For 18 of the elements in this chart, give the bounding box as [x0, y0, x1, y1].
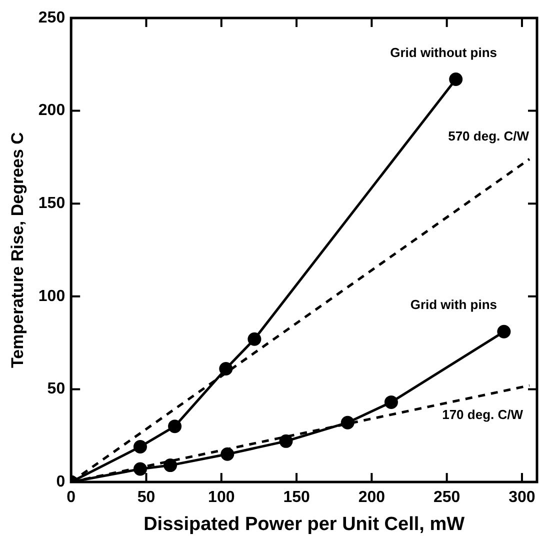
legend-label: Grid with pins [410, 297, 498, 312]
x-axis-title: Dissipated Power per Unit Cell, mW [144, 514, 465, 535]
x-tick-label: 250 [433, 489, 460, 506]
y-axis-title: Temperature Rise, Degrees C [8, 132, 27, 368]
x-tick-label: 50 [137, 489, 156, 506]
y-tick-label: 100 [38, 288, 66, 305]
series-label: Grid without pins [390, 44, 498, 60]
x-tick-label: 100 [208, 489, 235, 506]
y-tick-label: 150 [38, 195, 66, 212]
y-tick-label: 0 [56, 473, 66, 490]
y-tick-label: 250 [38, 9, 66, 26]
x-tick-label: 150 [283, 489, 310, 506]
series-label: 570 deg. C/W [448, 128, 530, 144]
series-label: 170 deg. C/W [442, 407, 524, 422]
y-tick-label: 50 [47, 380, 66, 398]
x-tick-label: 200 [358, 489, 386, 506]
x-tick-label: 300 [508, 489, 536, 506]
y-tick-label: 200 [38, 102, 66, 120]
